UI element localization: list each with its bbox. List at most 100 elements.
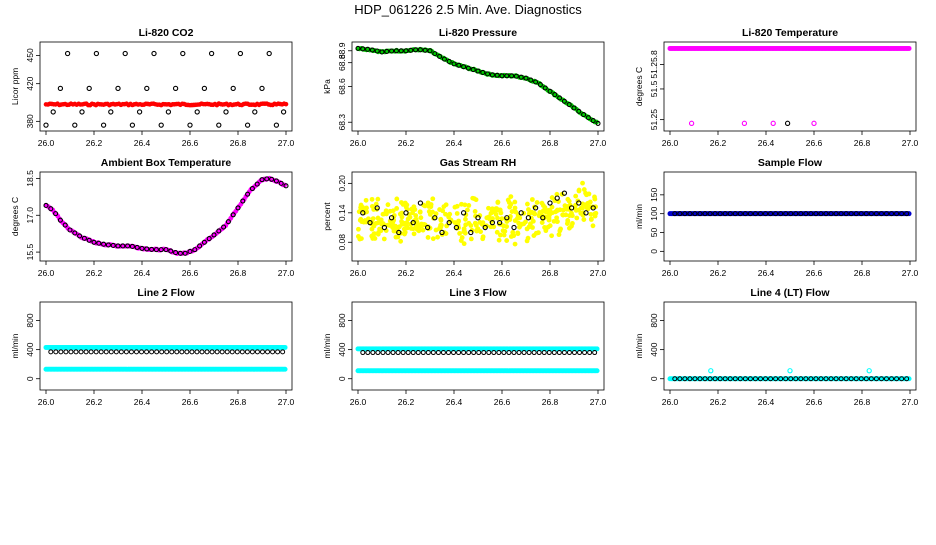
y-tick-label: 0.20: [337, 175, 347, 192]
data-point: [502, 228, 508, 234]
data-point: [189, 349, 195, 355]
data-point: [828, 376, 834, 382]
data-point: [576, 108, 582, 114]
x-tick-label: 26.0: [662, 397, 679, 407]
data-point: [211, 232, 217, 238]
data-point: [574, 215, 580, 221]
data-point: [460, 210, 467, 216]
y-tick-label: 400: [649, 342, 659, 356]
data-point: [394, 206, 400, 211]
data-point: [282, 366, 288, 372]
y-tick-label: 18.5: [25, 170, 35, 187]
data-point: [487, 216, 493, 222]
data-point: [491, 350, 497, 356]
data-point: [539, 200, 545, 206]
data-point: [456, 218, 462, 224]
x-tick-label: 26.2: [86, 268, 103, 278]
data-point: [404, 202, 410, 208]
data-point: [414, 219, 420, 225]
data-point: [752, 376, 758, 382]
data-point: [565, 219, 571, 224]
data-point: [672, 376, 678, 382]
data-point: [446, 219, 452, 226]
plot-frame: [351, 41, 605, 132]
x-tick-label: 26.6: [494, 268, 511, 278]
data-point: [889, 211, 895, 217]
data-point: [356, 226, 361, 232]
data-point: [451, 350, 457, 356]
data-point: [558, 226, 563, 232]
data-point: [370, 236, 376, 241]
data-point: [67, 227, 73, 233]
data-point: [177, 250, 183, 256]
data-point: [413, 213, 419, 218]
data-point: [194, 109, 200, 115]
data-point: [823, 211, 829, 217]
data-point: [515, 215, 520, 221]
data-point: [818, 376, 824, 382]
data-point: [432, 215, 438, 221]
data-point: [489, 219, 496, 226]
data-point: [556, 232, 562, 238]
y-tick-label: 0.14: [337, 204, 347, 221]
data-point: [501, 350, 507, 356]
data-point: [100, 122, 107, 128]
y-tick-label: 17.0: [25, 207, 35, 224]
data-point: [48, 206, 54, 212]
data-point: [480, 234, 486, 240]
data-point: [430, 236, 436, 242]
data-point: [206, 236, 212, 242]
data-point: [489, 206, 495, 212]
y-tick-label: 51.5: [649, 80, 659, 97]
data-point: [481, 350, 487, 356]
data-point: [858, 376, 864, 382]
data-point: [413, 47, 419, 53]
data-point: [808, 211, 814, 217]
data-point: [480, 69, 486, 75]
data-point: [873, 211, 879, 217]
data-point: [223, 109, 229, 115]
data-point: [504, 215, 510, 221]
data-point: [803, 211, 809, 217]
data-point: [592, 350, 598, 356]
data-point: [468, 229, 474, 236]
data-point: [576, 200, 582, 206]
data-point: [393, 48, 399, 54]
y-tick-label: 800: [25, 313, 35, 327]
data-point: [906, 45, 912, 51]
data-point: [115, 85, 121, 92]
data-point: [474, 228, 480, 234]
data-point: [808, 376, 814, 382]
data-point: [120, 243, 126, 249]
data-point: [510, 230, 516, 235]
data-point: [511, 350, 517, 356]
data-point: [687, 211, 693, 217]
data-point: [417, 209, 423, 215]
data-point: [165, 109, 172, 115]
panel-title: Ambient Box Temperature: [101, 157, 232, 169]
x-tick-label: 26.6: [182, 138, 199, 148]
panel-3: Li-820 Temperature 26.0 26.2 26.4 26.6 26.8 27…: [634, 27, 919, 148]
data-point: [430, 350, 436, 356]
data-point: [811, 120, 817, 126]
data-point: [542, 85, 548, 91]
data-point: [184, 349, 190, 355]
y-axis-label: degrees C: [634, 67, 644, 106]
plot-frame: [351, 171, 605, 262]
data-point: [81, 235, 87, 241]
data-point: [394, 196, 400, 202]
data-point: [783, 376, 789, 382]
data-point: [511, 224, 517, 231]
data-point: [501, 232, 507, 238]
data-point: [588, 211, 594, 217]
data-point: [838, 376, 844, 382]
x-tick-label: 26.8: [854, 268, 871, 278]
data-point: [592, 211, 598, 217]
data-point: [108, 349, 114, 355]
data-point: [355, 45, 361, 51]
data-point: [454, 211, 460, 216]
x-tick-label: 26.6: [806, 397, 823, 407]
data-point: [531, 210, 537, 216]
data-point: [557, 95, 563, 101]
